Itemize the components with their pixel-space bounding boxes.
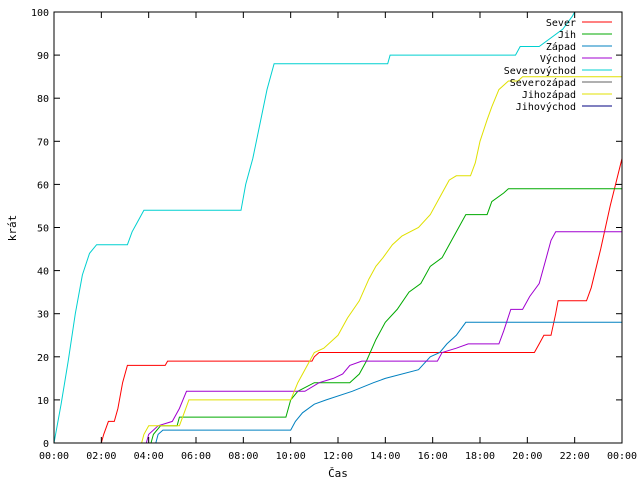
x-tick-label: 02:00 bbox=[86, 451, 116, 462]
x-tick-label: 16:00 bbox=[418, 451, 448, 462]
x-tick-label: 00:00 bbox=[39, 451, 69, 462]
series-line-jih bbox=[150, 188, 622, 443]
series-line-zapad bbox=[155, 321, 622, 443]
legend: SeverJihZápadVýchodSeverovýchodSeverozáp… bbox=[504, 18, 612, 113]
y-tick-label: 80 bbox=[37, 94, 49, 105]
y-tick-label: 20 bbox=[37, 353, 49, 364]
ticks-layer: 00:00 02:00 04:00 06:00 08:00 10:00 12:00 14:00… bbox=[31, 8, 637, 462]
series-layer bbox=[54, 12, 622, 443]
series-line-vychod bbox=[145, 231, 622, 443]
legend-label-severovychod: Severovýchod bbox=[504, 65, 576, 77]
series-line-severovychod bbox=[54, 12, 576, 443]
legend-label-jih: Jih bbox=[558, 30, 576, 41]
y-tick-label: 10 bbox=[37, 396, 49, 407]
y-tick-label: 70 bbox=[37, 137, 49, 148]
y-tick-label: 50 bbox=[37, 224, 49, 235]
legend-label-sever: Sever bbox=[546, 18, 576, 29]
series-line-sever bbox=[100, 158, 622, 443]
legend-label-zapad: Západ bbox=[546, 41, 576, 53]
y-tick-label: 100 bbox=[31, 8, 49, 19]
legend-label-vychod: Východ bbox=[540, 53, 576, 65]
x-axis-label: Čas bbox=[328, 467, 348, 480]
y-tick-label: 90 bbox=[37, 51, 49, 62]
y-tick-label: 30 bbox=[37, 310, 49, 321]
x-tick-label: 22:00 bbox=[560, 451, 590, 462]
x-tick-label: 00:00 bbox=[607, 451, 637, 462]
y-tick-label: 0 bbox=[43, 439, 49, 450]
y-tick-label: 60 bbox=[37, 180, 49, 191]
x-tick-label: 18:00 bbox=[465, 451, 495, 462]
y-tick-label: 40 bbox=[37, 267, 49, 278]
x-tick-label: 10:00 bbox=[276, 451, 306, 462]
x-tick-label: 08:00 bbox=[228, 451, 258, 462]
x-tick-label: 04:00 bbox=[134, 451, 164, 462]
y-axis-label: krát bbox=[6, 215, 19, 242]
x-tick-label: 12:00 bbox=[323, 451, 353, 462]
x-tick-label: 06:00 bbox=[181, 451, 211, 462]
legend-label-severozapad: Severozápad bbox=[510, 77, 576, 89]
x-tick-label: 14:00 bbox=[370, 451, 400, 462]
series-line-jihozapad bbox=[141, 76, 622, 443]
x-tick-label: 20:00 bbox=[512, 451, 542, 462]
legend-label-jihovychod: Jihovýchod bbox=[516, 101, 576, 113]
legend-label-jihozapad: Jihozápad bbox=[522, 89, 576, 101]
